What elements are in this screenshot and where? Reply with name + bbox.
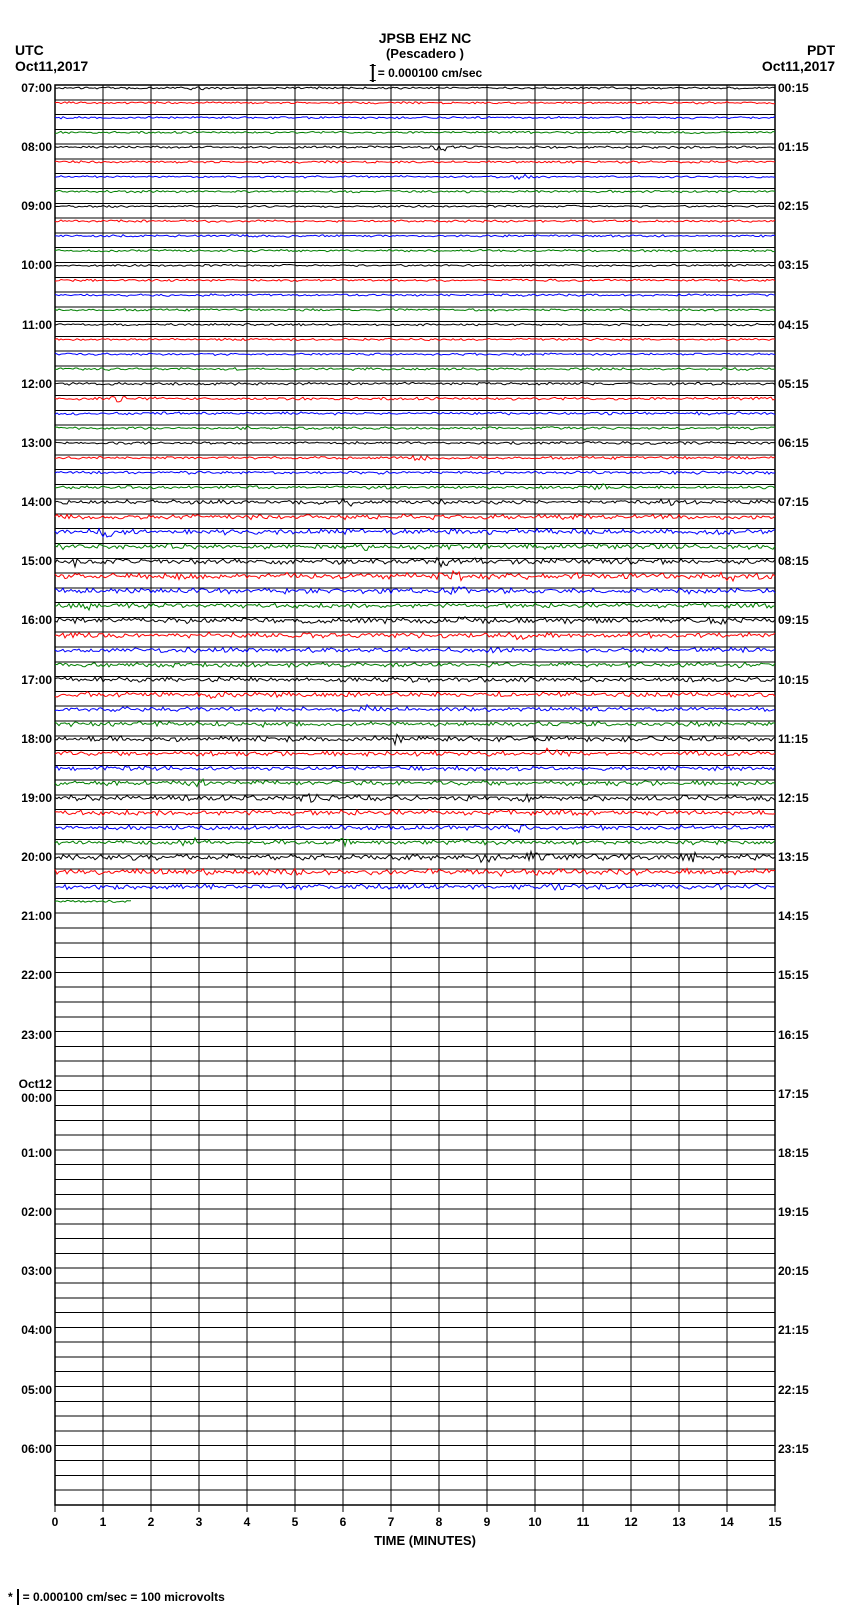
xaxis-tick-label: 5 bbox=[292, 1515, 299, 1529]
xaxis-tick-label: 15 bbox=[768, 1515, 781, 1529]
right-hour-label: 13:15 bbox=[778, 850, 809, 864]
right-hour-label: 08:15 bbox=[778, 554, 809, 568]
xaxis-tick-label: 12 bbox=[624, 1515, 637, 1529]
tz-left: UTC bbox=[15, 42, 44, 58]
date-right: Oct11,2017 bbox=[762, 58, 835, 74]
xaxis-tick-label: 0 bbox=[52, 1515, 59, 1529]
left-hour-label: 17:00 bbox=[21, 673, 52, 687]
left-hour-label: 03:00 bbox=[21, 1264, 52, 1278]
date-left: Oct11,2017 bbox=[15, 58, 88, 74]
xaxis-tick-label: 2 bbox=[148, 1515, 155, 1529]
xaxis-tick-label: 3 bbox=[196, 1515, 203, 1529]
right-hour-label: 17:15 bbox=[778, 1087, 809, 1101]
xaxis-tick-label: 6 bbox=[340, 1515, 347, 1529]
right-hour-label: 01:15 bbox=[778, 140, 809, 154]
tz-right: PDT bbox=[807, 42, 835, 58]
right-hour-label: 00:15 bbox=[778, 81, 809, 95]
xaxis-title: TIME (MINUTES) bbox=[374, 1533, 476, 1548]
left-hour-label: 13:00 bbox=[21, 436, 52, 450]
footer-prefix: * bbox=[8, 1590, 13, 1604]
xaxis-tick-label: 7 bbox=[388, 1515, 395, 1529]
right-hour-label: 09:15 bbox=[778, 613, 809, 627]
left-hour-label: 06:00 bbox=[21, 1442, 52, 1456]
right-hour-label: 07:15 bbox=[778, 495, 809, 509]
xaxis-tick-label: 14 bbox=[720, 1515, 733, 1529]
right-hour-label: 12:15 bbox=[778, 791, 809, 805]
station-title: JPSB EHZ NC bbox=[379, 30, 472, 46]
right-hour-label: 10:15 bbox=[778, 673, 809, 687]
right-hour-label: 22:15 bbox=[778, 1383, 809, 1397]
left-hour-label: 12:00 bbox=[21, 377, 52, 391]
right-hour-label: 19:15 bbox=[778, 1205, 809, 1219]
left-hour-label: Oct12 00:00 bbox=[19, 1077, 52, 1105]
xaxis-tick-label: 13 bbox=[672, 1515, 685, 1529]
left-hour-label: 07:00 bbox=[21, 81, 52, 95]
left-hour-label: 18:00 bbox=[21, 732, 52, 746]
right-hour-label: 18:15 bbox=[778, 1146, 809, 1160]
left-hour-label: 23:00 bbox=[21, 1028, 52, 1042]
scale-bar-icon bbox=[372, 64, 374, 82]
left-hour-label: 05:00 bbox=[21, 1383, 52, 1397]
header-scale: = 0.000100 cm/sec bbox=[368, 64, 482, 82]
right-hour-label: 06:15 bbox=[778, 436, 809, 450]
left-hour-label: 19:00 bbox=[21, 791, 52, 805]
right-hour-label: 03:15 bbox=[778, 258, 809, 272]
footer-text: = 0.000100 cm/sec = 100 microvolts bbox=[23, 1590, 225, 1604]
right-hour-label: 02:15 bbox=[778, 199, 809, 213]
right-hour-label: 11:15 bbox=[778, 732, 808, 746]
right-hour-label: 23:15 bbox=[778, 1442, 809, 1456]
left-hour-label: 01:00 bbox=[21, 1146, 52, 1160]
station-location: (Pescadero ) bbox=[386, 46, 464, 61]
left-hour-label: 15:00 bbox=[21, 554, 52, 568]
left-hour-label: 11:00 bbox=[22, 318, 52, 332]
footer-scale: * = 0.000100 cm/sec = 100 microvolts bbox=[8, 1589, 225, 1605]
left-hour-label: 08:00 bbox=[21, 140, 52, 154]
xaxis-tick-label: 9 bbox=[484, 1515, 491, 1529]
left-hour-label: 20:00 bbox=[21, 850, 52, 864]
left-hour-label: 10:00 bbox=[21, 258, 52, 272]
right-hour-label: 15:15 bbox=[778, 968, 809, 982]
left-hour-label: 14:00 bbox=[21, 495, 52, 509]
right-hour-label: 05:15 bbox=[778, 377, 809, 391]
right-hour-label: 16:15 bbox=[778, 1028, 809, 1042]
xaxis-tick-label: 8 bbox=[436, 1515, 443, 1529]
left-hour-label: 02:00 bbox=[21, 1205, 52, 1219]
right-hour-label: 20:15 bbox=[778, 1264, 809, 1278]
left-hour-label: 21:00 bbox=[21, 909, 52, 923]
xaxis-tick-label: 4 bbox=[244, 1515, 251, 1529]
right-hour-label: 21:15 bbox=[778, 1323, 809, 1337]
left-hour-label: 22:00 bbox=[21, 968, 52, 982]
xaxis-tick-label: 11 bbox=[577, 1515, 590, 1529]
xaxis-tick-label: 1 bbox=[100, 1515, 107, 1529]
left-hour-label: 09:00 bbox=[21, 199, 52, 213]
left-hour-label: 16:00 bbox=[21, 613, 52, 627]
helicorder-plot bbox=[55, 85, 775, 1505]
scale-bar-icon bbox=[17, 1589, 19, 1605]
right-hour-label: 04:15 bbox=[778, 318, 809, 332]
right-hour-label: 14:15 bbox=[778, 909, 809, 923]
header-scale-text: = 0.000100 cm/sec bbox=[378, 66, 482, 80]
xaxis-tick-label: 10 bbox=[528, 1515, 541, 1529]
left-hour-label: 04:00 bbox=[21, 1323, 52, 1337]
